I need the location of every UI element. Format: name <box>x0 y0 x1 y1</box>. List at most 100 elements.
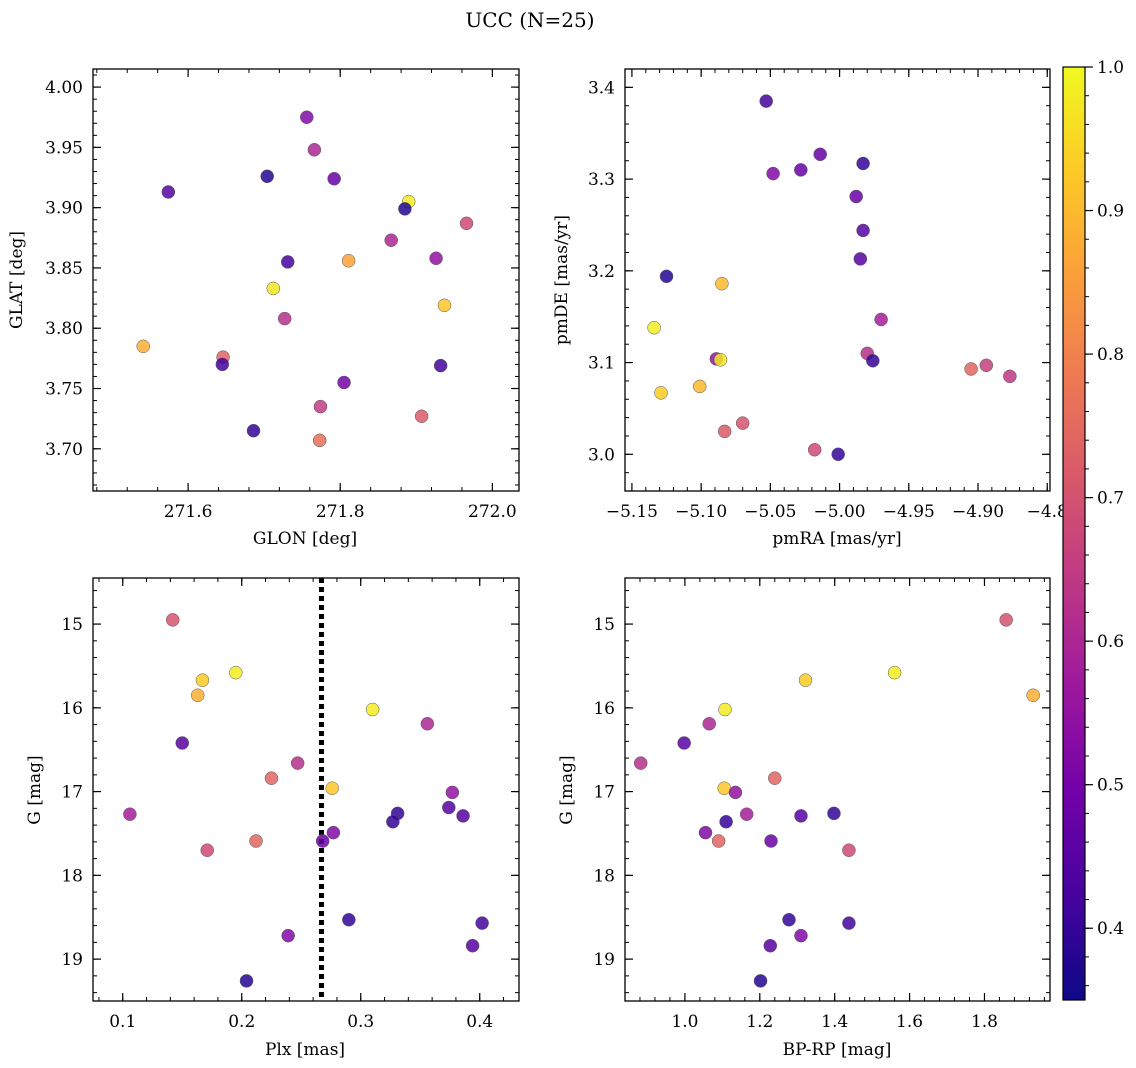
data-point <box>768 771 782 785</box>
data-point <box>175 736 189 750</box>
data-point <box>827 806 841 821</box>
x-tick-label: −5.15 <box>606 502 658 522</box>
data-point <box>763 938 778 953</box>
x-tick-label: 271.8 <box>316 502 365 522</box>
data-point <box>123 807 137 821</box>
data-point <box>337 375 351 390</box>
data-point <box>341 253 356 268</box>
data-point <box>713 353 728 367</box>
data-point <box>842 843 856 857</box>
data-point <box>807 442 822 457</box>
data-point <box>693 379 707 394</box>
data-point <box>766 166 780 181</box>
x-tick-label: −5.00 <box>814 502 866 522</box>
colorbar-tick-label: 0.5 <box>1097 776 1124 796</box>
data-point <box>264 771 279 785</box>
y-tick-label: 3.1 <box>588 354 615 374</box>
data-point <box>300 110 314 124</box>
x-tick-label: 1.0 <box>671 1012 698 1032</box>
data-point <box>327 171 341 186</box>
y-axis-label: G [mag] <box>25 755 45 824</box>
data-point <box>398 202 412 216</box>
x-tick-label: 1.2 <box>746 1012 773 1032</box>
data-point <box>281 928 295 943</box>
panel-plx_g: 0.1 0.2 0.3 0.4 15 16 17 18 19 Plx [mas] G [mag] <box>25 577 520 1060</box>
data-point <box>647 320 661 335</box>
data-point <box>290 756 305 770</box>
data-point <box>717 424 732 439</box>
minor-ticks <box>624 578 1050 1001</box>
data-point <box>718 702 732 717</box>
x-axis-label: BP-RP [mag] <box>783 1040 892 1060</box>
panel-bprp_g: 1.0 1.2 1.4 1.6 1.8 15 16 17 18 19 BP-RP [mag] G [m… <box>557 577 1051 1060</box>
data-point <box>728 785 743 800</box>
data-point <box>794 163 808 177</box>
data-point <box>842 916 856 930</box>
data-point <box>475 916 489 930</box>
axes-frame <box>624 577 1051 1002</box>
data-point <box>229 665 243 680</box>
data-point <box>312 433 327 448</box>
minor-ticks <box>93 69 519 491</box>
y-tick-label: 4.00 <box>45 78 83 98</box>
data-point <box>794 928 808 943</box>
data-point <box>735 416 750 430</box>
data-point <box>853 252 868 266</box>
y-tick-label: 3.3 <box>588 170 615 190</box>
scatter-points <box>123 613 489 988</box>
data-point <box>456 809 470 823</box>
y-axis-label: G [mag] <box>557 755 577 824</box>
y-tick-label: 16 <box>593 699 615 719</box>
x-axis-label: GLON [deg] <box>253 529 357 549</box>
y-tick-label: 3.80 <box>45 319 83 339</box>
scatter-points <box>633 613 1040 988</box>
colorbar-tick-label: 0.6 <box>1097 632 1124 652</box>
data-point <box>798 673 813 687</box>
scatter-points <box>647 94 1017 462</box>
x-tick-label: 0.4 <box>466 1012 493 1032</box>
colorbar: 0.4 0.5 0.6 0.7 0.8 0.9 1.0 <box>1062 58 1124 1001</box>
data-point <box>414 409 429 423</box>
x-tick-label: 0.1 <box>109 1012 136 1032</box>
y-tick-label: 15 <box>61 615 83 635</box>
data-point <box>1026 688 1040 703</box>
data-point <box>782 913 796 927</box>
y-axis-label: GLAT [deg] <box>7 231 27 329</box>
x-tick-label: 271.6 <box>164 502 213 522</box>
x-tick-label: 0.3 <box>347 1012 374 1032</box>
y-tick-label: 3.90 <box>45 199 83 219</box>
y-tick-label: 3.2 <box>588 262 615 282</box>
data-point <box>794 809 808 823</box>
data-point <box>849 189 863 204</box>
data-point <box>677 736 691 750</box>
x-tick-label: 1.8 <box>971 1012 998 1032</box>
data-point <box>659 269 674 284</box>
data-point <box>831 447 845 462</box>
data-point <box>856 223 870 238</box>
x-tick-label: −5.05 <box>744 502 796 522</box>
data-point <box>246 423 261 438</box>
data-point <box>698 825 713 840</box>
axes-frame <box>624 68 1051 492</box>
data-point <box>633 756 648 770</box>
x-tick-label: −4.90 <box>952 502 1004 522</box>
data-point <box>856 156 870 171</box>
data-point <box>465 938 480 953</box>
y-tick-label: 3.75 <box>45 380 83 400</box>
data-point <box>249 834 263 848</box>
data-point <box>759 94 773 108</box>
data-point <box>280 255 295 269</box>
data-point <box>874 312 888 327</box>
data-point <box>711 834 726 848</box>
data-point <box>866 353 880 368</box>
x-tick-label: 1.4 <box>821 1012 848 1032</box>
y-tick-label: 16 <box>61 699 83 719</box>
y-tick-label: 15 <box>593 615 615 635</box>
x-tick-label: 272.0 <box>468 502 517 522</box>
x-tick-label: 1.6 <box>896 1012 923 1032</box>
data-point <box>445 785 460 800</box>
data-point <box>190 688 205 703</box>
x-tick-label: −4.8 <box>1027 502 1068 522</box>
figure-title: UCC (N=25) <box>465 8 594 32</box>
